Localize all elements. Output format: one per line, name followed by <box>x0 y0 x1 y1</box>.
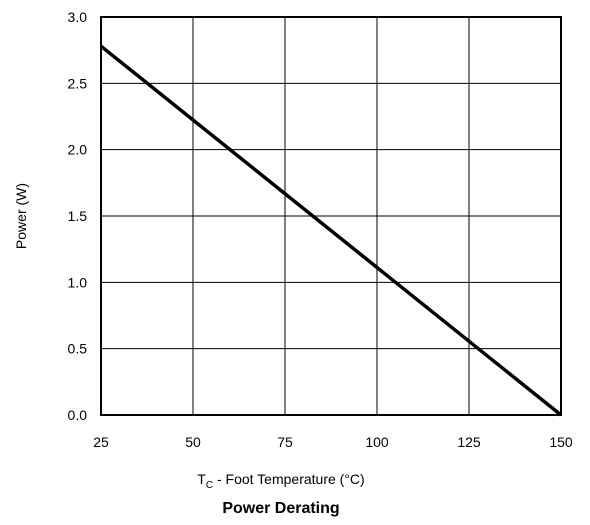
grid-lines <box>101 17 561 415</box>
y-tick-label: 2.0 <box>68 142 88 158</box>
x-tick-label: 100 <box>365 434 389 450</box>
x-axis-label-subscript: C <box>206 480 213 491</box>
x-axis-label-main: T <box>197 471 206 487</box>
y-axis-label: Power (W) <box>13 183 29 249</box>
y-tick-label: 2.5 <box>68 75 88 91</box>
x-tick-label: 25 <box>93 434 109 450</box>
y-tick-label: 1.5 <box>68 208 88 224</box>
y-tick-label: 1.0 <box>68 274 88 290</box>
x-tick-labels: 25 50 75 100 125 150 <box>93 434 573 450</box>
x-tick-label: 75 <box>277 434 293 450</box>
series-layer <box>99 44 563 417</box>
y-tick-label: 0.5 <box>68 341 88 357</box>
y-tick-label: 0.0 <box>68 407 88 423</box>
x-axis-label: TC - Foot Temperature (°C) <box>197 471 364 491</box>
series-line <box>99 44 563 417</box>
x-tick-label: 50 <box>185 434 201 450</box>
chart-title: Power Derating <box>222 500 339 517</box>
x-tick-label: 125 <box>457 434 481 450</box>
y-tick-label: 3.0 <box>68 9 88 25</box>
y-tick-labels: 0.0 0.5 1.0 1.5 2.0 2.5 3.0 <box>68 9 88 423</box>
x-tick-label: 150 <box>549 434 573 450</box>
plot-frame <box>100 16 562 416</box>
x-axis-label-rest: - Foot Temperature (°C) <box>213 471 365 487</box>
